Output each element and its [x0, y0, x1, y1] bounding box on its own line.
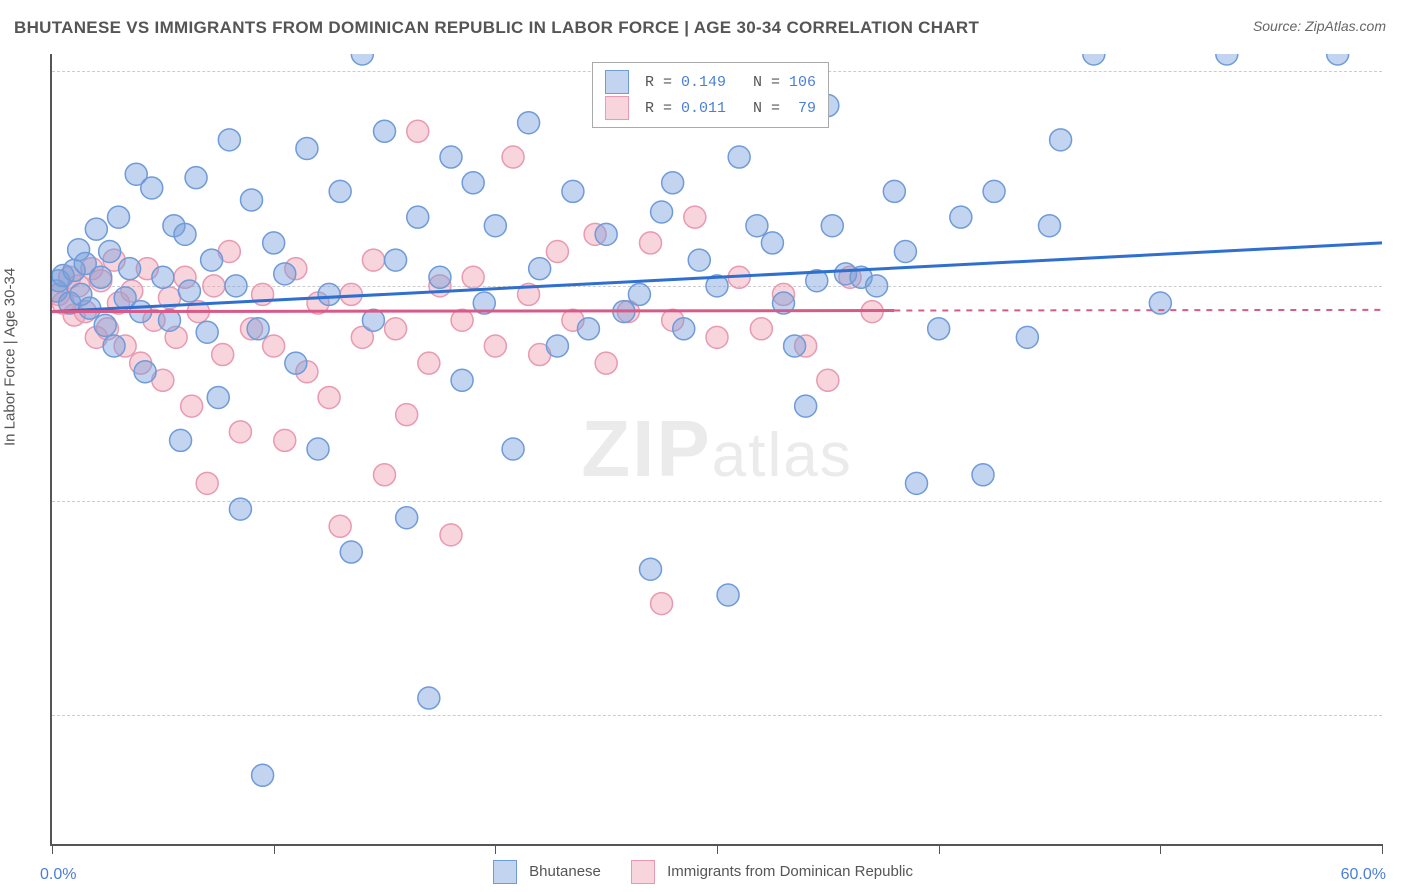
xtick — [52, 844, 53, 854]
legend-row-pink: R = 0.011 N = 79 — [605, 95, 816, 121]
correlation-legend: R = 0.149 N = 106 R = 0.011 N = 79 — [592, 62, 829, 128]
xtick — [1160, 844, 1161, 854]
legend-item-pink: Immigrants from Dominican Republic — [631, 860, 913, 884]
trendline-pink — [52, 311, 894, 312]
legend-swatch-blue-bottom — [493, 860, 517, 884]
ytick-label: 87.5% — [1392, 277, 1406, 294]
x-axis-min-label: 0.0% — [40, 866, 76, 884]
ytick-label: 62.5% — [1392, 707, 1406, 724]
trendline-blue — [52, 243, 1382, 312]
ytick-label: 75.0% — [1392, 492, 1406, 509]
source-label: Source: ZipAtlas.com — [1253, 18, 1386, 34]
xtick — [274, 844, 275, 854]
legend-stat-blue: R = 0.149 N = 106 — [645, 74, 816, 91]
xtick — [717, 844, 718, 854]
plot-area: ZIPatlas R = 0.149 N = 106 R = 0.011 N =… — [50, 54, 1382, 846]
trendline-pink-dashed — [894, 310, 1382, 311]
legend-swatch-pink — [605, 96, 629, 120]
x-axis-max-label: 60.0% — [1341, 866, 1386, 884]
legend-swatch-blue — [605, 70, 629, 94]
legend-row-blue: R = 0.149 N = 106 — [605, 69, 816, 95]
legend-stat-pink: R = 0.011 N = 79 — [645, 100, 816, 117]
xtick — [939, 844, 940, 854]
legend-label-pink: Immigrants from Dominican Republic — [667, 863, 913, 880]
xtick — [495, 844, 496, 854]
legend-item-blue: Bhutanese — [493, 860, 601, 884]
chart-title: BHUTANESE VS IMMIGRANTS FROM DOMINICAN R… — [14, 18, 979, 38]
y-axis-label: In Labor Force | Age 30-34 — [2, 268, 19, 446]
chart-container: BHUTANESE VS IMMIGRANTS FROM DOMINICAN R… — [0, 0, 1406, 892]
ytick-label: 100.0% — [1392, 63, 1406, 80]
legend-label-blue: Bhutanese — [529, 863, 601, 880]
legend-swatch-pink-bottom — [631, 860, 655, 884]
trend-lines — [52, 54, 1382, 844]
series-legend: Bhutanese Immigrants from Dominican Repu… — [493, 860, 913, 884]
xtick — [1382, 844, 1383, 854]
